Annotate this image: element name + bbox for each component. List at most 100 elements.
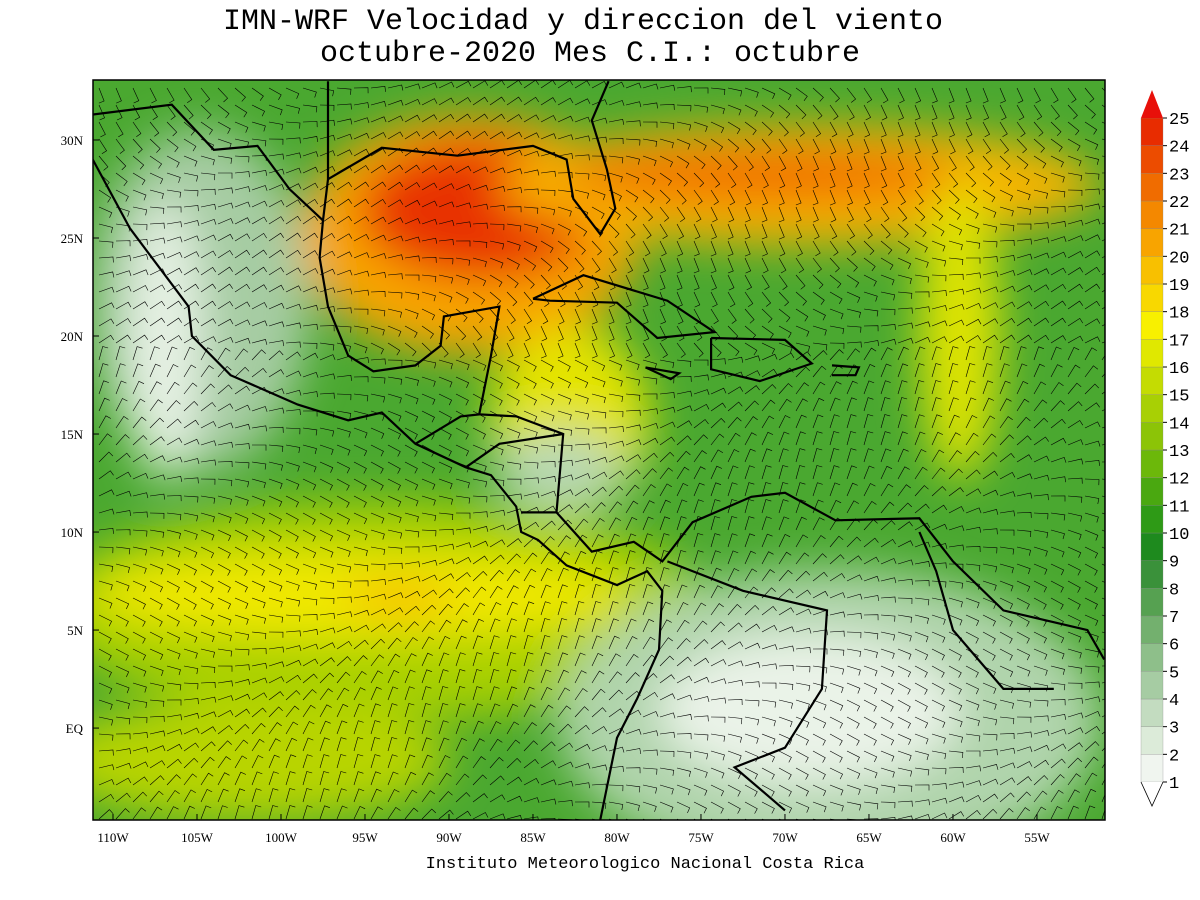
wind-barb (1050, 806, 1063, 820)
wind-barb (472, 291, 486, 305)
title-line: IMN-WRF Velocidad y direccion del viento (223, 5, 943, 39)
wind-barb (812, 104, 823, 120)
wind-barb (880, 699, 894, 712)
wind-barb (812, 308, 826, 321)
wind-barb (846, 138, 853, 155)
wind-barb (608, 601, 619, 616)
wind-barb (914, 346, 926, 361)
wind-barb (540, 291, 550, 307)
wind-barb (285, 659, 302, 667)
wind-barb (625, 257, 634, 274)
wind-barb (472, 793, 488, 803)
wind-barb (200, 440, 217, 447)
wind-barb (693, 419, 709, 429)
wind-barb (676, 450, 691, 463)
wind-barb (1084, 788, 1097, 803)
wind-barb (931, 648, 945, 661)
wind-barb (523, 274, 535, 289)
wind-barb (608, 274, 616, 291)
wind-barb (455, 325, 467, 341)
wind-barb (982, 451, 998, 463)
wind-barb (268, 563, 282, 576)
wind-barb (761, 699, 777, 708)
wind-barb (812, 750, 826, 763)
wind-barb (795, 87, 808, 101)
wind-barb (693, 257, 700, 274)
wind-barb (982, 433, 997, 446)
wind-barb (846, 397, 857, 412)
wind-barb (149, 745, 166, 752)
wind-barb (863, 631, 879, 640)
wind-barb (1016, 253, 1033, 260)
wind-barb (982, 489, 999, 497)
wind-barb (234, 348, 249, 361)
colorbar-box (1140, 671, 1164, 700)
wind-barb (557, 291, 566, 308)
wind-barb (693, 584, 706, 599)
wind-barb (132, 648, 147, 661)
wind-barb (387, 789, 400, 803)
wind-barb (234, 423, 251, 430)
wind-barb (676, 714, 693, 720)
wind-barb (302, 629, 319, 635)
wind-barb (489, 96, 506, 106)
wind-barb (999, 138, 1010, 154)
wind-barb (132, 435, 148, 446)
wind-barb (727, 660, 744, 667)
colorbar-label: 2 (1169, 747, 1179, 766)
wind-barb (863, 87, 873, 104)
wind-barb (1016, 416, 1031, 429)
wind-barb (778, 733, 793, 745)
wind-barb (506, 795, 523, 803)
wind-barb (421, 790, 435, 803)
wind-barb (523, 96, 540, 106)
wind-barb (387, 359, 403, 366)
wind-barb (693, 533, 704, 548)
wind-barb (217, 283, 233, 293)
wind-barb (693, 801, 707, 814)
wind-barb (880, 558, 897, 565)
wind-barb (523, 740, 538, 752)
wind-barb (387, 607, 404, 616)
wind-barb (880, 414, 891, 429)
wind-barb (982, 121, 991, 138)
wind-barb (880, 538, 896, 548)
wind-barb (642, 376, 658, 385)
wind-barb (676, 420, 693, 429)
wind-barb (1016, 363, 1028, 378)
wind-barb (829, 223, 838, 240)
colorbar-label: 21 (1169, 222, 1189, 241)
wind-barb (625, 636, 638, 650)
wind-barb (387, 147, 404, 157)
wind-barb (608, 206, 621, 220)
wind-barb (659, 291, 666, 308)
wind-barb (1067, 697, 1083, 704)
wind-barb (115, 792, 131, 803)
wind-barb (1050, 682, 1066, 691)
wind-barb (387, 529, 403, 539)
wind-barb (1067, 805, 1079, 820)
wind-barb (98, 240, 114, 248)
wind-barb (1067, 495, 1083, 503)
wind-barb (506, 553, 521, 565)
wind-barb (982, 665, 996, 678)
wind-barb (98, 121, 106, 138)
wind-barb (812, 121, 822, 138)
wind-barb (897, 346, 909, 361)
wind-barb (438, 558, 455, 565)
wind-barb (234, 664, 250, 671)
wind-barb (251, 788, 262, 803)
wind-barb (132, 223, 148, 231)
wind-barb (455, 184, 472, 191)
wind-barb (421, 256, 437, 263)
wind-barb (727, 716, 743, 725)
wind-barb (693, 676, 710, 684)
wind-barb (829, 448, 840, 463)
wind-barb (693, 499, 704, 514)
wind-barb (1067, 172, 1083, 182)
wind-barb (302, 268, 319, 276)
wind-barb (591, 456, 608, 463)
wind-barb (200, 300, 216, 310)
wind-barb (387, 444, 401, 457)
wind-barb (761, 155, 771, 172)
